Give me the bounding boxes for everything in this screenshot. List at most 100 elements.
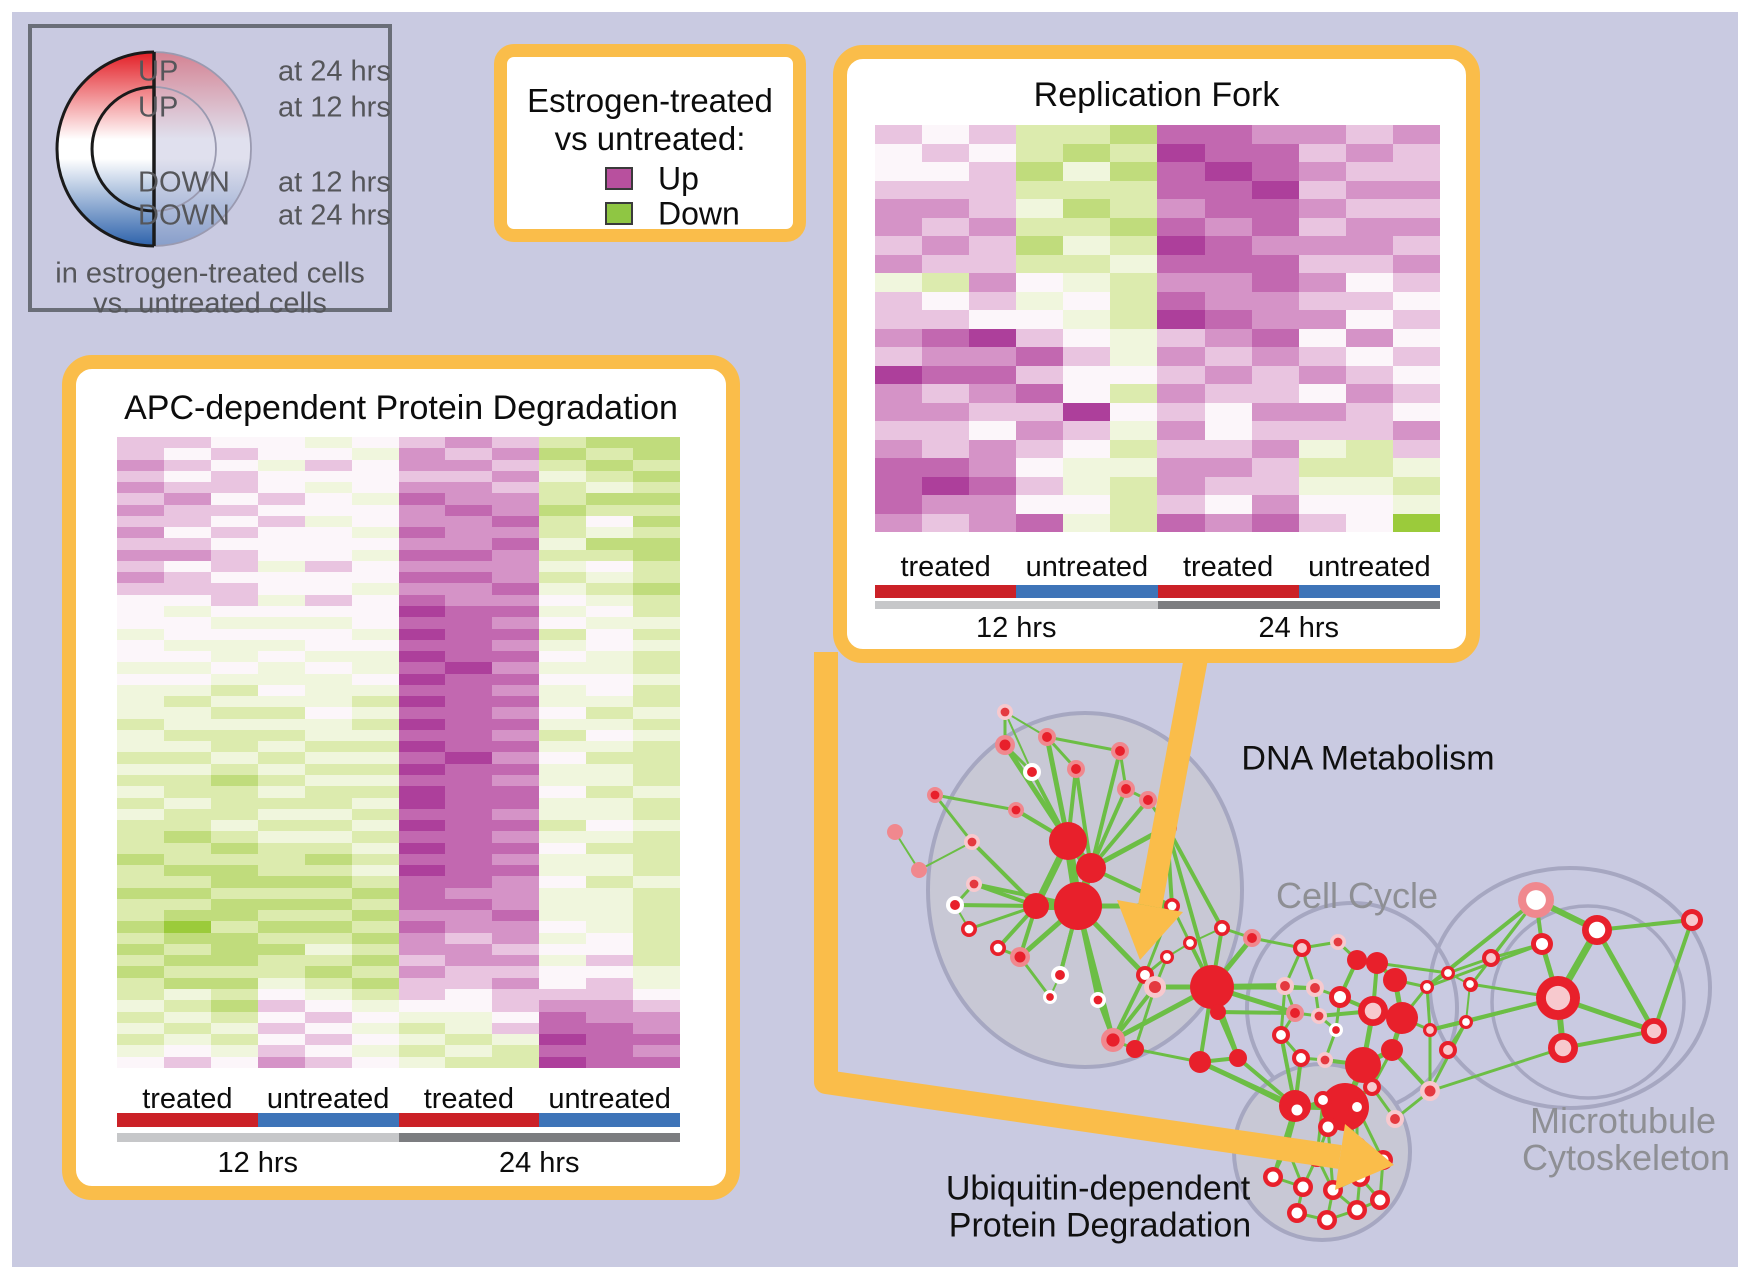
heatmap-cell xyxy=(351,538,399,550)
heatmap-cell xyxy=(969,199,1017,218)
heatmap-row xyxy=(117,842,681,854)
heatmap-cell xyxy=(1298,347,1346,366)
heatmap-cell xyxy=(539,538,587,550)
heatmap-cell xyxy=(539,898,587,911)
heatmap-cell xyxy=(1392,476,1440,495)
heatmap-cell xyxy=(492,943,540,956)
heatmap-cell xyxy=(163,515,211,528)
heatmap-cell xyxy=(163,876,211,888)
heatmap-cell xyxy=(163,1045,211,1057)
network-node-core xyxy=(1314,1011,1324,1021)
heatmap-cell xyxy=(1110,143,1158,162)
heatmap-cell xyxy=(1345,310,1393,329)
heatmap-cell xyxy=(351,662,399,674)
heatmap-cell xyxy=(210,448,258,460)
heatmap-cell xyxy=(445,1022,493,1035)
heatmap-cell xyxy=(1345,476,1393,495)
heatmap-cell xyxy=(1063,125,1111,144)
heatmap-cell xyxy=(398,583,446,595)
heatmap-cell xyxy=(1298,384,1346,403)
heatmap-cell xyxy=(398,865,446,877)
heatmap-cell xyxy=(351,617,399,629)
heatmap-cell xyxy=(1063,273,1111,292)
heatmap-cell xyxy=(539,1000,587,1012)
heatmap-cell xyxy=(875,199,923,218)
heatmap-cell xyxy=(210,707,258,719)
heatmap-cell xyxy=(257,1000,305,1012)
heatmap-cell xyxy=(586,617,634,629)
heatmap-cell xyxy=(633,831,681,843)
heatmap-cell xyxy=(586,1000,634,1012)
treated-bar xyxy=(117,1113,258,1127)
heatmap-cell xyxy=(445,943,493,956)
heatmap-cell xyxy=(163,583,211,595)
heatmap-cell xyxy=(398,729,446,742)
heatmap-cell xyxy=(445,560,493,573)
heatmap-cell xyxy=(257,470,305,483)
heatmap-cell xyxy=(445,910,493,922)
heatmap-cell xyxy=(398,1022,446,1035)
heatmap-cell xyxy=(351,898,399,911)
up-label: Up xyxy=(658,160,699,197)
heatmap-cell xyxy=(633,887,681,899)
heatmap-row xyxy=(117,437,681,449)
faded-half-circle xyxy=(154,52,251,246)
heatmap-cell xyxy=(445,549,493,561)
network-node-core xyxy=(1390,1114,1400,1124)
heatmap-cell xyxy=(117,865,164,877)
heatmap-cell xyxy=(304,617,352,629)
network-node-core xyxy=(1554,1039,1572,1057)
heatmap-cell xyxy=(304,651,352,663)
heatmap-cell xyxy=(117,605,164,618)
heatmap-cell xyxy=(117,1022,164,1035)
heatmap-cell xyxy=(586,707,634,719)
heatmap-cell xyxy=(1016,328,1064,347)
heatmap-cell xyxy=(1392,125,1440,144)
heatmap-cell xyxy=(1110,328,1158,347)
heatmap-cell xyxy=(492,797,540,809)
heatmap-cell xyxy=(210,662,258,674)
heatmap-cell xyxy=(304,729,352,742)
heatmap-cell xyxy=(633,538,681,550)
heatmap-cell xyxy=(539,639,587,652)
heatmap-cell xyxy=(1345,217,1393,236)
rf-group-label: untreated xyxy=(1308,551,1431,583)
apc-heatmap xyxy=(117,437,681,1068)
heatmap-cell xyxy=(304,560,352,573)
network-node-core xyxy=(1055,970,1065,980)
heatmap-row xyxy=(875,125,1440,144)
network-node-core xyxy=(1462,1018,1470,1026)
heatmap-cell xyxy=(1298,143,1346,162)
network-edge xyxy=(933,794,974,843)
heatmap-cell xyxy=(445,470,493,483)
heatmap-cell xyxy=(304,797,352,809)
heatmap-cell xyxy=(445,538,493,550)
heatmap-cell xyxy=(539,910,587,922)
heatmap-cell xyxy=(210,752,258,764)
heatmap-cell xyxy=(210,741,258,753)
heatmap-cell xyxy=(117,651,164,663)
heatmap-cell xyxy=(492,853,540,866)
heatmap-cell xyxy=(1110,199,1158,218)
heatmap-cell xyxy=(633,696,681,708)
heatmap-cell xyxy=(875,347,923,366)
heatmap-cell xyxy=(1157,162,1205,181)
heatmap-cell xyxy=(492,1045,540,1057)
heatmap-cell xyxy=(445,752,493,764)
heatmap-cell xyxy=(163,977,211,990)
heatmap-cell xyxy=(492,718,540,730)
heatmap-cell xyxy=(492,662,540,674)
heatmap-cell xyxy=(445,853,493,866)
heatmap-cell xyxy=(117,820,164,832)
heatmap-cell xyxy=(163,572,211,584)
heatmap-cell xyxy=(351,932,399,944)
network-node-core xyxy=(969,879,979,889)
heatmap-cell xyxy=(539,977,587,990)
heatmap-row xyxy=(117,741,681,753)
heatmap-cell xyxy=(1016,347,1064,366)
time-12-bar xyxy=(875,601,1158,609)
heatmap-cell xyxy=(539,820,587,832)
heatmap-cell xyxy=(210,898,258,911)
heatmap-cell xyxy=(586,853,634,866)
heatmap-cell xyxy=(586,594,634,606)
